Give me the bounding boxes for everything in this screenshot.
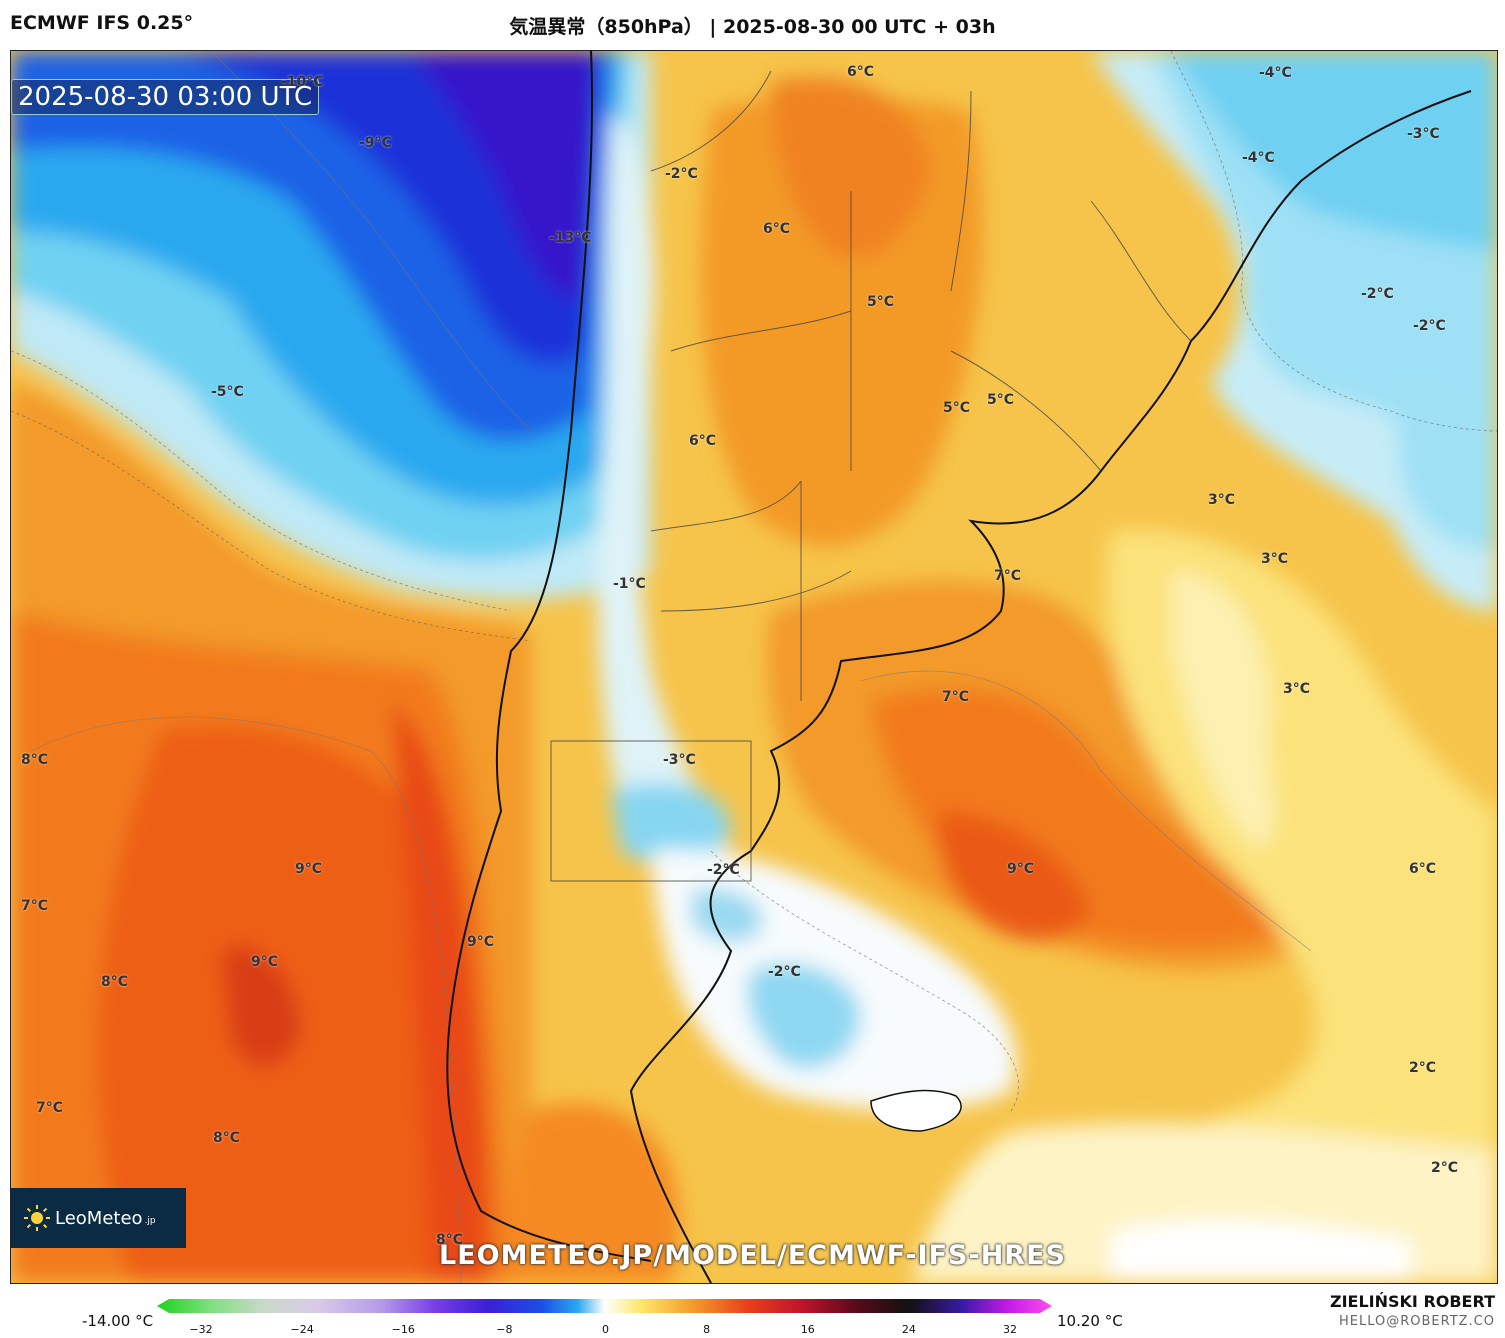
colorbar-tick: 16	[800, 1323, 815, 1336]
colorbar-tick: −8	[496, 1323, 513, 1336]
temperature-label: 7°C	[994, 568, 1022, 584]
temperature-label: -10°C	[281, 74, 324, 90]
temperature-label: -4°C	[1242, 150, 1275, 166]
map-field	[11, 51, 1497, 1283]
temperature-label: -2°C	[665, 166, 698, 182]
temperature-label: 7°C	[942, 689, 970, 705]
valid-time-stamp: 2025-08-30 03:00 UTC	[11, 79, 320, 115]
temperature-label: 2°C	[1409, 1060, 1437, 1076]
temperature-label: 2°C	[1431, 1160, 1459, 1176]
temperature-label: 8°C	[101, 974, 129, 990]
logo-suffix: .jp	[144, 1216, 156, 1226]
temperature-label: 6°C	[689, 433, 717, 449]
temperature-label: -13°C	[549, 230, 592, 246]
temperature-label: -3°C	[1407, 126, 1440, 142]
author-credit: ZIELIŃSKI ROBERT	[1329, 1292, 1495, 1311]
leometeo-logo[interactable]: LeoMeteo .jp	[11, 1188, 186, 1248]
temperature-label: 5°C	[943, 400, 971, 416]
temperature-label: 9°C	[467, 934, 495, 950]
temperature-label: 3°C	[1261, 551, 1289, 567]
colorbar-tick: −32	[189, 1323, 213, 1336]
temperature-label: -4°C	[1259, 65, 1292, 81]
temperature-label: 5°C	[987, 392, 1015, 408]
colorbar-tick: 24	[901, 1323, 916, 1336]
temperature-label: -9°C	[359, 135, 392, 151]
sun-icon	[24, 1205, 50, 1231]
temperature-label: -3°C	[663, 752, 696, 768]
colorbar-tick: 8	[703, 1323, 711, 1336]
colorbar-tick: 0	[602, 1323, 609, 1336]
temperature-label: -5°C	[211, 384, 244, 400]
temperature-label: 6°C	[763, 221, 791, 237]
temperature-label: -2°C	[707, 862, 740, 878]
model-url-watermark: LEOMETEO.JP/MODEL/ECMWF-IFS-HRES	[439, 1240, 1066, 1271]
temperature-label: 8°C	[213, 1130, 241, 1146]
colorbar	[157, 1299, 1052, 1313]
temperature-label: 3°C	[1283, 681, 1311, 697]
temperature-label: 7°C	[36, 1100, 64, 1116]
temperature-label: 8°C	[436, 1232, 464, 1248]
temperature-label: 8°C	[21, 752, 49, 768]
temperature-label: 6°C	[1409, 861, 1437, 877]
model-title: ECMWF IFS 0.25°	[10, 12, 194, 34]
temperature-label: -2°C	[768, 964, 801, 980]
temperature-label: 9°C	[1007, 861, 1035, 877]
temperature-label: 6°C	[847, 64, 875, 80]
temperature-label: 9°C	[295, 861, 323, 877]
chart-title: 気温異常（850hPa） | 2025-08-30 00 UTC + 03h	[509, 16, 996, 38]
temperature-label: 9°C	[251, 954, 279, 970]
author-email[interactable]: HELLO@ROBERTZ.CO	[1338, 1314, 1495, 1329]
temperature-anomaly-map: 2025-08-30 03:00 UTC -10°C -9°C -13°C -5°C -…	[10, 50, 1498, 1284]
temperature-label: -2°C	[1361, 286, 1394, 302]
colorbar-tick: −16	[391, 1323, 415, 1336]
colorbar-min-label: -14.00 °C	[82, 1312, 154, 1330]
logo-text: LeoMeteo	[55, 1207, 143, 1229]
colorbar-tick: 32	[1003, 1323, 1017, 1336]
temperature-label: -2°C	[1413, 318, 1446, 334]
colorbar-max-label: 10.20 °C	[1057, 1312, 1123, 1330]
colorbar-tick: −24	[290, 1323, 314, 1336]
temperature-label: -1°C	[613, 576, 646, 592]
temperature-label: 7°C	[21, 898, 49, 914]
temperature-label: 5°C	[867, 294, 895, 310]
temperature-label: 3°C	[1208, 492, 1236, 508]
